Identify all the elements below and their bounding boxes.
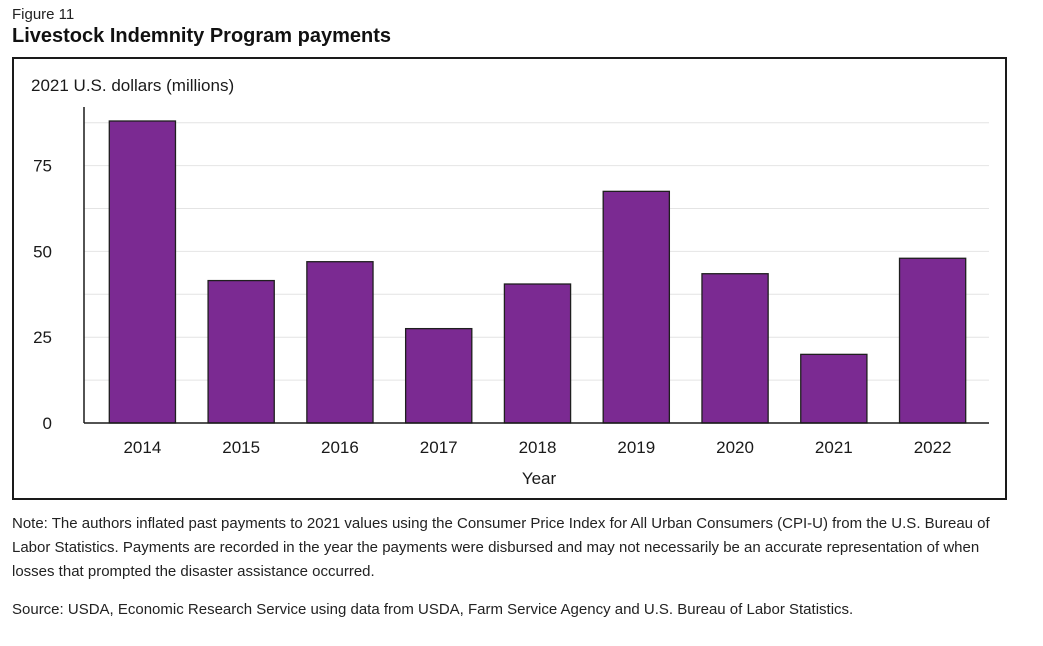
bar-2020 [701, 273, 769, 424]
bar-2018 [503, 283, 572, 424]
chart-frame: 2021 U.S. dollars (millions) 0 25 50 75 2014… [12, 57, 1007, 500]
bar-2019 [602, 190, 671, 424]
y-tick-label: 25 [33, 328, 52, 347]
x-tick-label: 2018 [519, 438, 557, 457]
x-tick-label: 2016 [321, 438, 359, 457]
figure-label: Figure 11 [12, 6, 75, 23]
bar-2014 [108, 120, 177, 424]
y-tick-label: 0 [43, 414, 52, 433]
x-tick-label: 2019 [617, 438, 655, 457]
x-axis-label: Year [522, 469, 557, 488]
x-tick-label: 2021 [815, 438, 853, 457]
y-tick-label: 75 [33, 157, 52, 176]
x-tick-label: 2022 [914, 438, 952, 457]
x-tick-label: 2015 [222, 438, 260, 457]
chart-source: Source: USDA, Economic Research Service … [12, 601, 854, 618]
bar-2022 [898, 257, 967, 424]
bar-2021 [800, 353, 868, 424]
bar-2015 [207, 279, 275, 424]
bar-2016 [306, 261, 374, 424]
x-tick-label: 2017 [420, 438, 458, 457]
bar-2017 [404, 327, 473, 424]
y-axis-label: 2021 U.S. dollars (millions) [31, 76, 234, 95]
chart-note: Note: The authors inflated past payments… [12, 515, 990, 580]
chart-title: Livestock Indemnity Program payments [12, 25, 392, 47]
y-tick-label: 50 [33, 242, 52, 261]
x-tick-label: 2014 [123, 438, 161, 457]
x-tick-label: 2020 [716, 438, 754, 457]
bar-chart: 2021 U.S. dollars (millions) 0 25 50 75 2014… [31, 76, 989, 488]
